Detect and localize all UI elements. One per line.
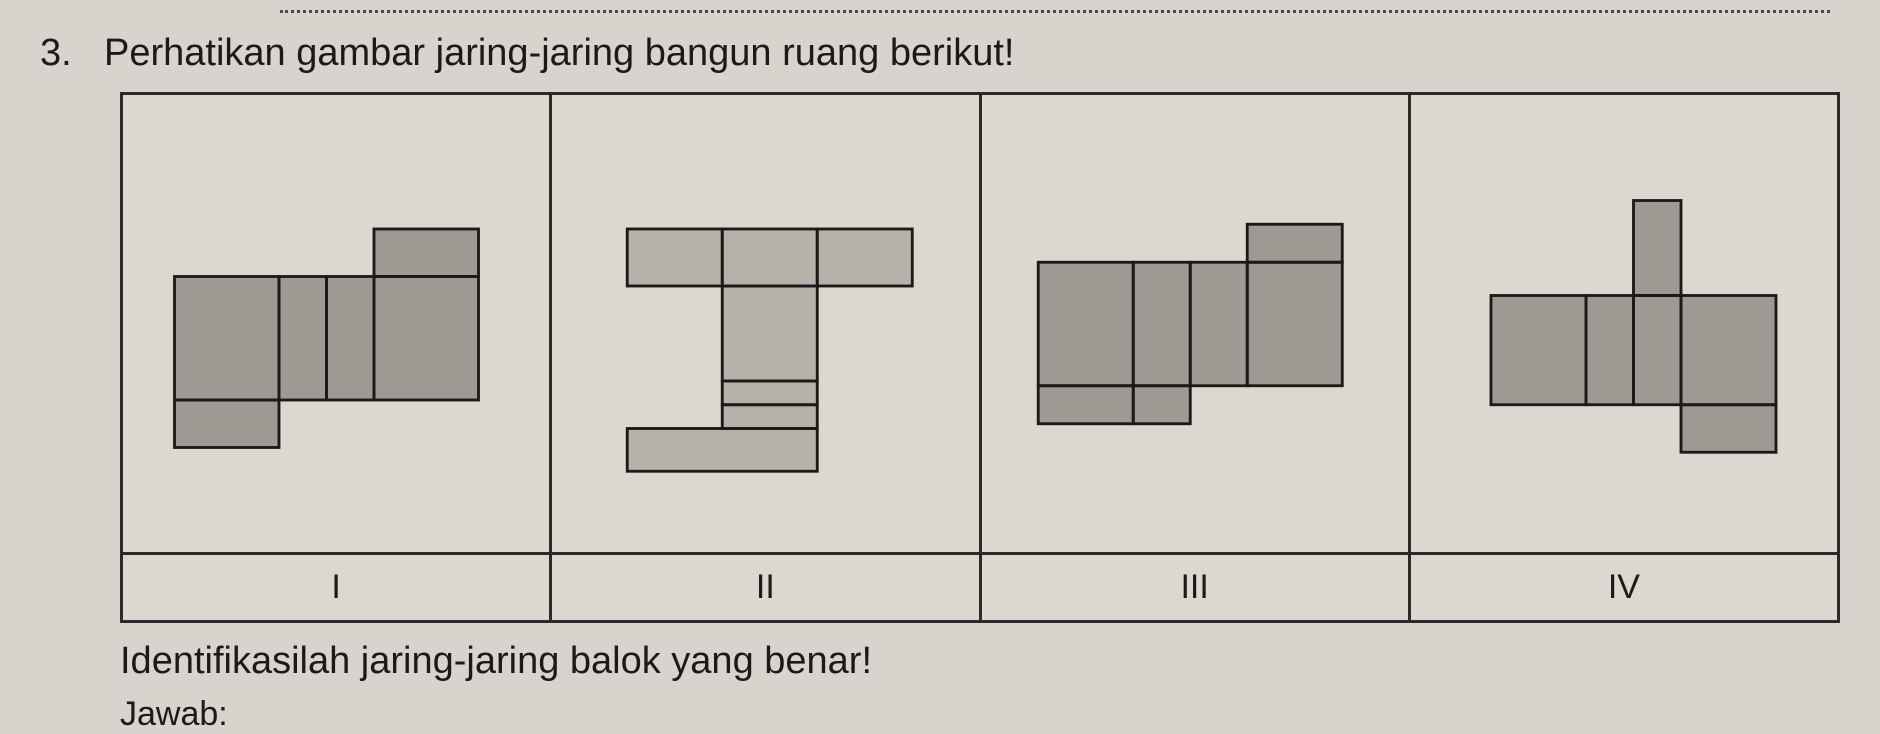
figure-label-4: IV	[1409, 554, 1838, 622]
net-diagram-3	[1005, 124, 1385, 524]
figure-label-2: II	[551, 554, 980, 622]
figure-cell-3	[980, 94, 1409, 554]
net-diagram-1	[146, 124, 526, 524]
answer-label: Jawab:	[120, 695, 228, 734]
figure-cell-1	[122, 94, 551, 554]
label-row: I II III IV	[122, 554, 1839, 622]
question-number: 3.	[40, 32, 80, 75]
net-diagram-2	[575, 124, 955, 524]
question-row: 3. Perhatikan gambar jaring-jaring bangu…	[40, 32, 1840, 75]
question-prompt: Perhatikan gambar jaring-jaring bangun r…	[104, 32, 1014, 75]
figure-table: I II III IV	[120, 92, 1840, 623]
figure-label-1: I	[122, 554, 551, 622]
net-diagram-4	[1434, 124, 1814, 524]
figure-cell-4	[1409, 94, 1838, 554]
figure-label-3: III	[980, 554, 1409, 622]
dotted-separator	[280, 10, 1830, 13]
figure-cell-2	[551, 94, 980, 554]
figure-table-wrap: I II III IV	[120, 92, 1840, 623]
figure-row	[122, 94, 1839, 554]
instruction-text: Identifikasilah jaring-jaring balok yang…	[120, 640, 872, 683]
